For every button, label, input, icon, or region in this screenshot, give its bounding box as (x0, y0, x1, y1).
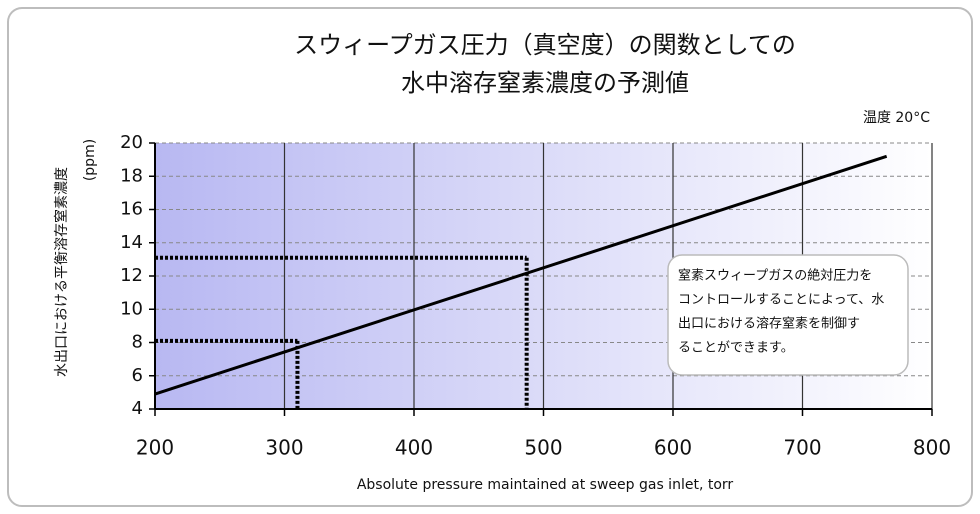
data-line (154, 154, 888, 396)
x-tick-label: 800 (913, 436, 951, 460)
x-axis-label: Absolute pressure maintained at sweep ga… (357, 477, 734, 493)
x-tick-label: 300 (265, 436, 303, 460)
annotation: 温度 20°C (863, 110, 930, 126)
y-tick-label: 12 (120, 265, 143, 286)
x-tick-label: 700 (783, 436, 821, 460)
callout-text: 窒素スウィープガスの絶対圧力を (678, 268, 872, 284)
y-tick-label: 6 (132, 365, 143, 386)
y-axis-label: 水出口における平衡溶存窒素濃度 (53, 167, 70, 377)
x-tick-label: 600 (654, 436, 692, 460)
callout-text: 出口における溶存窒素を制御す (678, 316, 860, 332)
y-tick-label: 10 (120, 298, 143, 319)
callout-box (667, 254, 909, 376)
chart-title: スウィープガス圧力（真空度）の関数としての (294, 31, 796, 59)
callout-text: ることができます。 (678, 341, 794, 356)
y-tick-label: 18 (120, 165, 143, 186)
y-tick-label: 14 (120, 232, 143, 253)
x-tick-label: 400 (395, 436, 433, 460)
y-tick-label: 8 (132, 332, 143, 353)
x-tick-label: 500 (524, 436, 562, 460)
chart-title: 水中溶存窒素濃度の予測値 (401, 69, 689, 97)
y-axis-label: (ppm) (82, 139, 98, 181)
y-tick-label: 4 (132, 398, 143, 419)
y-tick-label: 20 (120, 132, 143, 153)
callout-text: コントロールすることによって、水 (678, 293, 884, 308)
y-tick-label: 16 (120, 199, 143, 220)
x-tick-label: 200 (136, 436, 174, 460)
